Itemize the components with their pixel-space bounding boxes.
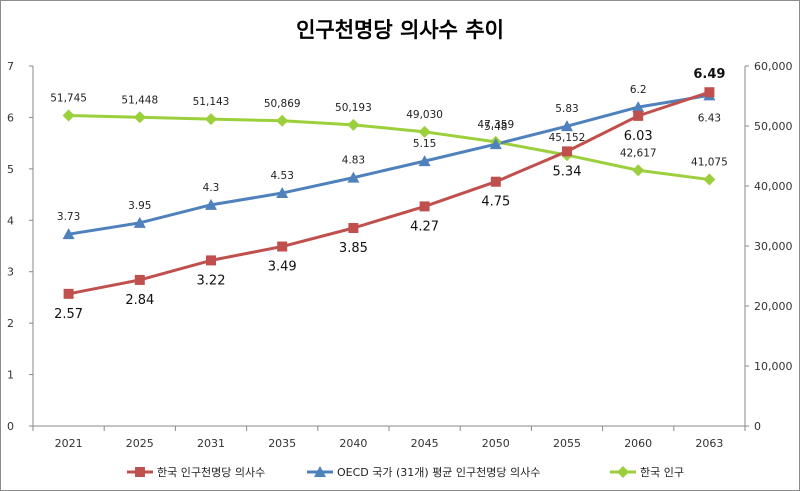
data-point-series-2: [418, 125, 431, 138]
data-point-series-1: [418, 155, 431, 167]
y-right-tick-label: 20,000: [754, 300, 793, 313]
data-point-series-1: [632, 101, 645, 113]
data-label-series-1: 6.2: [630, 84, 647, 96]
data-label-series-2: 50,869: [264, 98, 301, 110]
x-tick-label: 2055: [553, 437, 581, 450]
data-label-series-2: 51,745: [50, 93, 87, 105]
data-label-series-2: 41,075: [691, 157, 728, 169]
data-point-series-1: [62, 228, 75, 240]
data-label-series-0: 3.22: [197, 273, 226, 288]
y-right-tick-label: 40,000: [754, 180, 793, 193]
data-label-series-0: 3.85: [339, 241, 368, 256]
data-point-series-2: [276, 114, 289, 127]
data-point-series-2: [703, 173, 716, 186]
x-tick-label: 2050: [482, 437, 510, 450]
data-label-series-2: 42,617: [620, 147, 657, 159]
data-label-series-1: 5.15: [413, 138, 436, 150]
data-point-series-0: [490, 176, 501, 187]
data-label-series-0: 5.34: [553, 164, 582, 179]
y-left-tick-label: 2: [7, 317, 14, 330]
data-point-series-1: [133, 216, 146, 228]
y-left-tick-label: 0: [7, 420, 14, 433]
y-left-tick-label: 7: [7, 60, 14, 73]
y-right-tick-label: 50,000: [754, 120, 793, 133]
legend-label-2: 한국 인구: [640, 466, 684, 479]
data-point-series-0: [63, 288, 74, 299]
data-label-series-0: 2.84: [125, 293, 154, 308]
data-point-series-1: [276, 187, 289, 199]
data-point-series-0: [134, 274, 145, 285]
legend-marker-2: [617, 466, 629, 478]
legend-label-0: 한국 인구천명당 의사수: [157, 465, 265, 479]
x-tick-label: 2021: [55, 437, 83, 450]
legend-marker-1: [314, 466, 326, 477]
y-right-tick-label: 0: [754, 420, 761, 433]
series-line-0: [68, 90, 710, 296]
data-label-series-1: 4.53: [271, 170, 294, 182]
x-tick-label: 2045: [411, 437, 439, 450]
data-label-series-1: 3.73: [57, 211, 80, 223]
x-tick-label: 2025: [126, 437, 154, 450]
data-label-series-1: 6.43: [698, 112, 721, 124]
data-point-series-1: [205, 198, 217, 210]
x-tick-label: 2063: [695, 437, 723, 450]
y-right-tick-label: 30,000: [754, 240, 793, 253]
data-point-series-0: [419, 201, 430, 212]
y-left-tick-label: 1: [7, 369, 14, 382]
data-point-series-2: [347, 118, 360, 131]
data-point-series-1: [561, 120, 573, 132]
data-label-series-0: 6.49: [693, 67, 725, 82]
data-label-series-0: 6.03: [624, 129, 653, 144]
y-right-tick-label: 60,000: [754, 60, 793, 73]
data-label-series-1: 5.48: [484, 121, 507, 133]
x-tick-label: 2060: [624, 437, 652, 450]
legend-label-1: OECD 국가 (31개) 평균 인구천명당 의사수: [337, 465, 540, 479]
y-left-tick-label: 4: [7, 214, 14, 227]
data-point-series-0: [633, 110, 644, 121]
data-label-series-0: 4.75: [481, 195, 510, 210]
data-point-series-2: [632, 164, 645, 177]
data-point-series-1: [489, 138, 502, 150]
data-point-series-2: [205, 113, 217, 126]
data-label-series-0: 3.49: [268, 260, 297, 275]
data-point-series-1: [347, 171, 360, 183]
data-point-series-0: [206, 255, 216, 266]
y-left-tick-label: 3: [7, 266, 14, 279]
data-label-series-1: 3.95: [128, 200, 151, 212]
data-label-series-2: 51,143: [193, 96, 230, 108]
data-label-series-2: 49,030: [406, 109, 443, 121]
data-point-series-0: [704, 87, 715, 98]
data-point-series-2: [62, 109, 75, 122]
y-right-tick-label: 10,000: [754, 360, 793, 373]
legend-marker-0: [135, 467, 145, 477]
data-label-series-0: 4.27: [410, 219, 439, 234]
data-label-series-2: 51,448: [121, 94, 158, 106]
chart-title: 인구천명당 의사수 추이: [296, 18, 504, 42]
data-point-series-0: [562, 146, 572, 157]
data-label-series-1: 4.3: [203, 182, 220, 194]
x-tick-label: 2035: [268, 437, 296, 450]
y-left-tick-label: 6: [7, 111, 14, 124]
data-point-series-2: [133, 111, 146, 124]
data-label-series-0: 2.57: [54, 307, 83, 322]
y-left-tick-label: 5: [7, 163, 14, 176]
data-label-series-2: 45,152: [549, 132, 586, 144]
data-label-series-2: 50,193: [335, 102, 372, 114]
data-label-series-1: 5.83: [555, 103, 578, 115]
data-label-series-1: 4.83: [342, 155, 365, 167]
data-label-series-2: 47,359: [477, 119, 514, 131]
series-line-2: [68, 114, 710, 182]
data-point-series-0: [348, 223, 359, 233]
data-point-series-0: [277, 241, 288, 252]
series-line-1: [68, 93, 710, 236]
x-tick-label: 2031: [197, 437, 225, 450]
x-tick-label: 2040: [339, 437, 367, 450]
